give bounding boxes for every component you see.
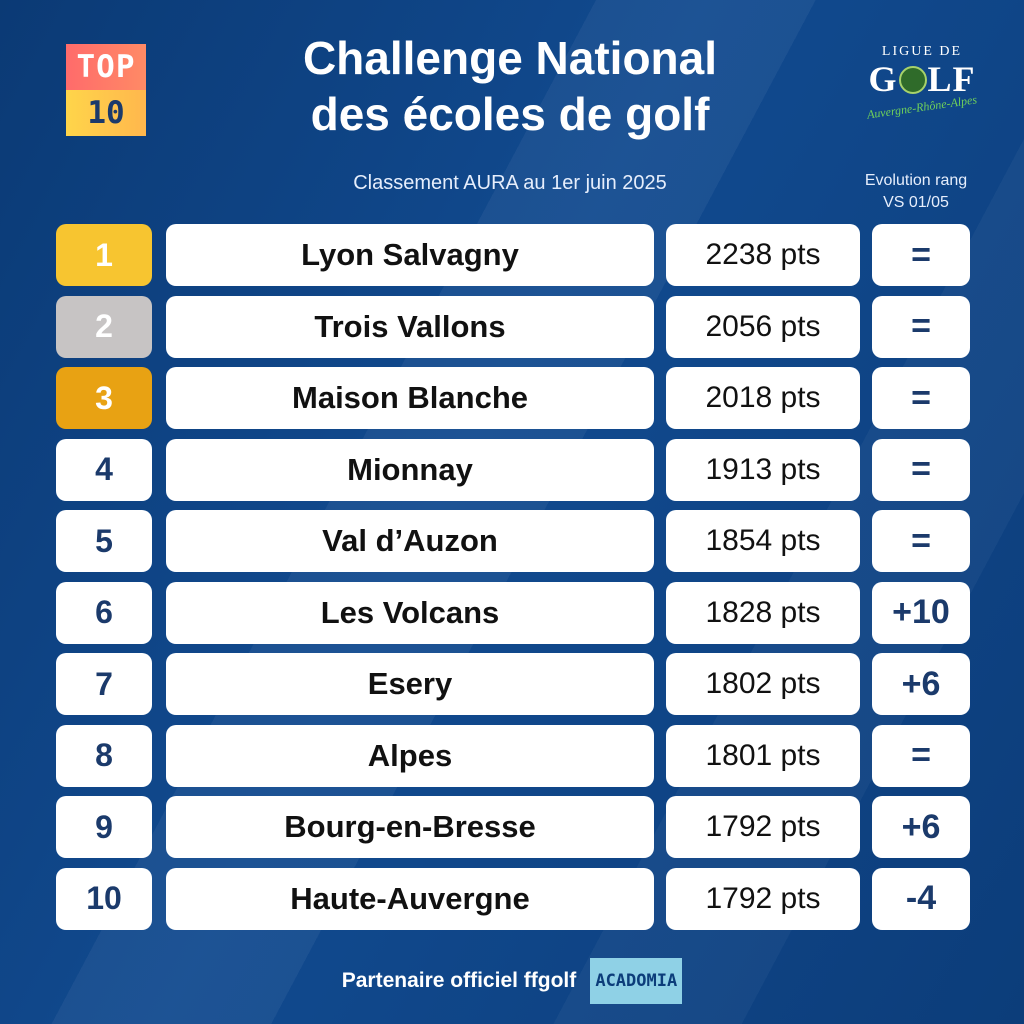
table-row: 3 Maison Blanche 2018 pts = [56, 367, 970, 429]
table-row: 5 Val d’Auzon 1854 pts = [56, 510, 970, 572]
table-row: 2 Trois Vallons 2056 pts = [56, 295, 970, 358]
points-cell: 1854 pts [666, 510, 860, 572]
points-cell: 2056 pts [666, 295, 860, 358]
rank-cell: 9 [56, 796, 152, 858]
evolution-cell: = [872, 438, 970, 501]
evolution-cell: = [872, 224, 970, 286]
table-row: 9 Bourg-en-Bresse 1792 pts +6 [56, 796, 970, 858]
evolution-header: Evolution rang VS 01/05 [846, 170, 986, 214]
club-name-cell: Trois Vallons [166, 295, 654, 358]
top10-badge-top: TOP [66, 44, 146, 90]
table-row: 8 Alpes 1801 pts = [56, 724, 970, 787]
club-name-cell: Mionnay [166, 438, 654, 501]
table-row: 10 Haute-Auvergne 1792 pts -4 [56, 867, 970, 930]
points-cell: 1792 pts [666, 796, 860, 858]
rank-cell: 4 [56, 438, 152, 501]
acadomia-logo: ACADOMIA [590, 958, 683, 1004]
ligue-golf-logo: LIGUE DE G LF Auvergne-Rhône-Alpes [852, 44, 992, 144]
club-name-cell: Lyon Salvagny [166, 224, 654, 286]
evolution-header-line-2: VS 01/05 [883, 194, 949, 211]
page-title: Challenge National des écoles de golf [220, 30, 800, 142]
rank-cell: 10 [56, 867, 152, 930]
title-line-2: des écoles de golf [310, 88, 710, 140]
logo-golf-g: G [868, 59, 898, 99]
evolution-cell: +6 [872, 653, 970, 715]
points-cell: 1801 pts [666, 724, 860, 787]
evolution-cell: +6 [872, 796, 970, 858]
ranking-table: 1 Lyon Salvagny 2238 pts = 2 Trois Vallo… [56, 224, 970, 939]
points-cell: 2018 pts [666, 367, 860, 429]
rank-cell: 3 [56, 367, 152, 429]
logo-ligue-text: LIGUE DE [881, 44, 963, 59]
club-name-cell: Alpes [166, 724, 654, 787]
points-cell: 1792 pts [666, 867, 860, 930]
club-name-cell: Maison Blanche [166, 367, 654, 429]
evolution-cell: = [872, 724, 970, 787]
table-row: 7 Esery 1802 pts +6 [56, 653, 970, 715]
rank-cell: 6 [56, 581, 152, 644]
title-line-1: Challenge National [302, 32, 718, 84]
table-row: 6 Les Volcans 1828 pts +10 [56, 581, 970, 644]
points-cell: 1802 pts [666, 653, 860, 715]
points-cell: 2238 pts [666, 224, 860, 286]
club-name-cell: Esery [166, 653, 654, 715]
rank-cell: 7 [56, 653, 152, 715]
evolution-cell: = [872, 295, 970, 358]
club-name-cell: Les Volcans [166, 581, 654, 644]
evolution-cell: -4 [872, 867, 970, 930]
rank-cell: 5 [56, 510, 152, 572]
golf-ball-icon [898, 65, 927, 94]
rank-cell: 2 [56, 295, 152, 358]
club-name-cell: Haute-Auvergne [166, 867, 654, 930]
table-row: 1 Lyon Salvagny 2238 pts = [56, 224, 970, 286]
club-name-cell: Val d’Auzon [166, 510, 654, 572]
footer: Partenaire officiel ffgolf ACADOMIA [0, 958, 1024, 1004]
top10-badge: TOP 10 [66, 44, 146, 136]
logo-golf-text: G LF [852, 60, 992, 98]
points-cell: 1828 pts [666, 581, 860, 644]
rank-cell: 1 [56, 224, 152, 286]
points-cell: 1913 pts [666, 438, 860, 501]
subtitle: Classement AURA au 1er juin 2025 [353, 172, 667, 194]
logo-golf-lf: LF [927, 59, 976, 99]
top10-badge-bottom: 10 [66, 90, 146, 136]
evolution-cell: = [872, 367, 970, 429]
evolution-header-line-1: Evolution rang [864, 172, 968, 189]
table-row: 4 Mionnay 1913 pts = [56, 438, 970, 501]
evolution-cell: +10 [872, 581, 970, 644]
footer-partner-text: Partenaire officiel ffgolf [341, 969, 577, 992]
club-name-cell: Bourg-en-Bresse [166, 796, 654, 858]
evolution-cell: = [872, 510, 970, 572]
rank-cell: 8 [56, 724, 152, 787]
